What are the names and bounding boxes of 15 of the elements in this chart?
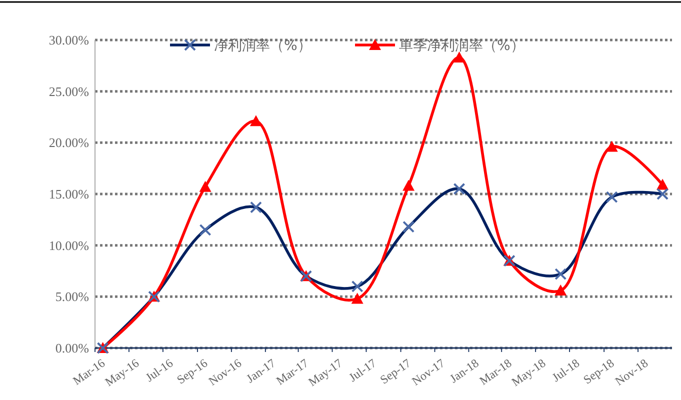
y-tick-label: 10.00% xyxy=(48,238,90,253)
point xyxy=(402,180,415,191)
point xyxy=(656,178,669,190)
point xyxy=(351,292,364,304)
point xyxy=(250,115,262,126)
legend-label: 净利润率（%） xyxy=(214,38,312,54)
y-tick-label: 30.00% xyxy=(48,32,90,48)
y-tick-label: 15.00% xyxy=(48,186,90,202)
y-tick-label: 20.00% xyxy=(48,135,90,150)
y-tick-label: 25.00% xyxy=(48,84,90,99)
point xyxy=(199,180,212,192)
y-tick-label: 5.00% xyxy=(55,289,90,304)
legend-label: 单季净利润率（%） xyxy=(399,38,524,54)
point xyxy=(554,284,567,296)
y-tick-label: 0.00% xyxy=(55,340,90,356)
